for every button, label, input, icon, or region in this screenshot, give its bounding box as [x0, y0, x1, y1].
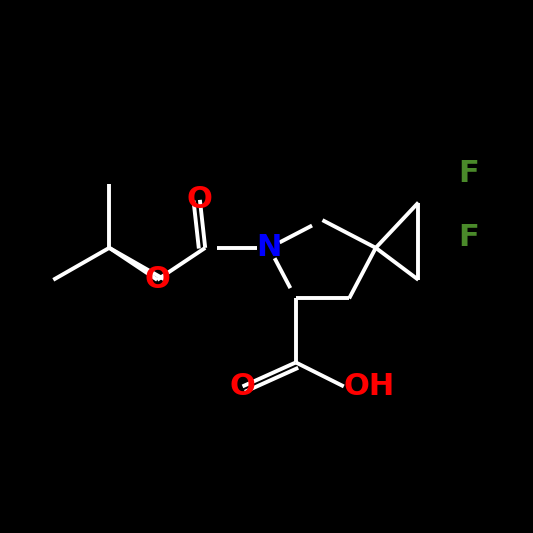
Text: O: O [187, 185, 213, 214]
Text: F: F [459, 159, 479, 188]
Text: OH: OH [344, 372, 395, 401]
Text: F: F [459, 223, 479, 252]
Text: O: O [230, 372, 255, 401]
Text: O: O [144, 265, 170, 294]
Text: N: N [256, 233, 282, 262]
